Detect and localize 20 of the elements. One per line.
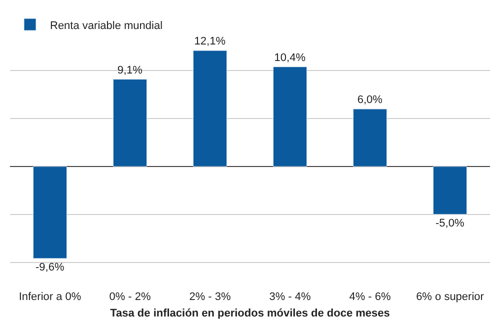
x-tick-label: 4% - 6% bbox=[349, 291, 391, 304]
legend-label: Renta variable mundial bbox=[50, 20, 163, 32]
x-tick-label: 0% - 2% bbox=[109, 291, 151, 304]
x-tick-label: Inferior a 0% bbox=[18, 291, 82, 304]
data-label: 10,4% bbox=[274, 52, 306, 64]
bar bbox=[272, 66, 308, 167]
bar bbox=[432, 166, 468, 215]
x-tick-label: 6% o superior bbox=[416, 291, 484, 304]
data-label: 12,1% bbox=[194, 36, 226, 48]
x-axis-title: Tasa de inflación en periodos móviles de doce meses bbox=[110, 307, 390, 320]
bar bbox=[112, 79, 148, 167]
bar bbox=[192, 50, 228, 167]
data-label: -9,6% bbox=[36, 261, 64, 274]
bar bbox=[352, 108, 388, 167]
data-label: 9,1% bbox=[117, 64, 143, 76]
data-label: 6,0% bbox=[357, 94, 383, 106]
x-tick-label: 3% - 4% bbox=[269, 291, 311, 304]
data-label: -5,0% bbox=[436, 217, 464, 230]
x-tick-label: 2% - 3% bbox=[189, 291, 231, 304]
bar bbox=[32, 166, 68, 259]
